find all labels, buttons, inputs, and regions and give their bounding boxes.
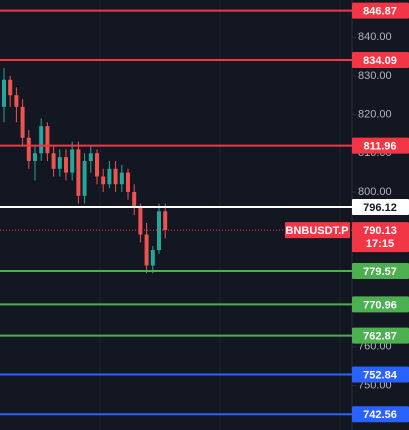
candle-body	[144, 234, 149, 266]
candle-body	[33, 153, 37, 162]
candle-body	[26, 137, 31, 162]
y-tick-label: 830.00	[358, 70, 392, 82]
candle-body	[14, 95, 19, 107]
level-label: 796.12	[363, 202, 397, 214]
candle-body	[132, 191, 137, 208]
candle-body	[57, 157, 62, 169]
candle-body	[101, 176, 106, 185]
candle-body	[95, 153, 99, 177]
level-label: 742.56	[363, 409, 397, 421]
candle-body	[76, 149, 81, 196]
level-label-box	[352, 137, 409, 154]
candle-body	[163, 211, 168, 231]
level-label: 846.87	[363, 5, 397, 17]
candle-body	[157, 211, 161, 251]
y-tick-label: 820.00	[358, 108, 392, 120]
level-label: 811.96	[363, 141, 396, 153]
y-tick-label: 760.00	[358, 341, 392, 353]
candle-body	[126, 172, 130, 192]
level-label-box	[352, 198, 409, 215]
level-label-box	[352, 327, 409, 344]
level-label: 752.84	[363, 369, 398, 381]
candle-body	[20, 106, 25, 138]
candle-body	[107, 168, 112, 185]
candle-body	[150, 250, 155, 266]
candle-body	[88, 153, 93, 162]
level-label-box	[352, 366, 409, 383]
candle-body	[2, 79, 6, 107]
countdown-label: 17:15	[366, 238, 394, 250]
level-label: 770.96	[363, 299, 397, 311]
candle-body	[119, 172, 124, 185]
candle-body	[64, 157, 68, 173]
last-price-label: 790.13	[363, 225, 397, 237]
y-tick-label: 840.00	[358, 31, 392, 43]
level-label: 834.09	[363, 55, 397, 67]
level-label: 762.87	[363, 331, 397, 343]
level-label-box	[352, 263, 409, 280]
level-label-box	[352, 296, 409, 313]
last-price-box	[352, 222, 409, 253]
y-tick-label: 800.00	[358, 186, 392, 198]
level-label-box	[352, 2, 409, 19]
candle-body	[51, 153, 56, 169]
candle-body	[45, 126, 50, 154]
candle-body	[39, 126, 44, 154]
level-label-box	[352, 52, 409, 69]
symbol-label: BNBUSDT.P	[286, 225, 349, 237]
level-label: 779.57	[363, 266, 397, 278]
candle-body	[70, 149, 75, 173]
candle-body	[138, 207, 143, 235]
candle-body	[82, 161, 87, 196]
symbol-label-box	[285, 222, 350, 239]
level-label-box	[352, 406, 409, 423]
candle-body	[8, 79, 13, 96]
candle-body	[113, 168, 118, 185]
